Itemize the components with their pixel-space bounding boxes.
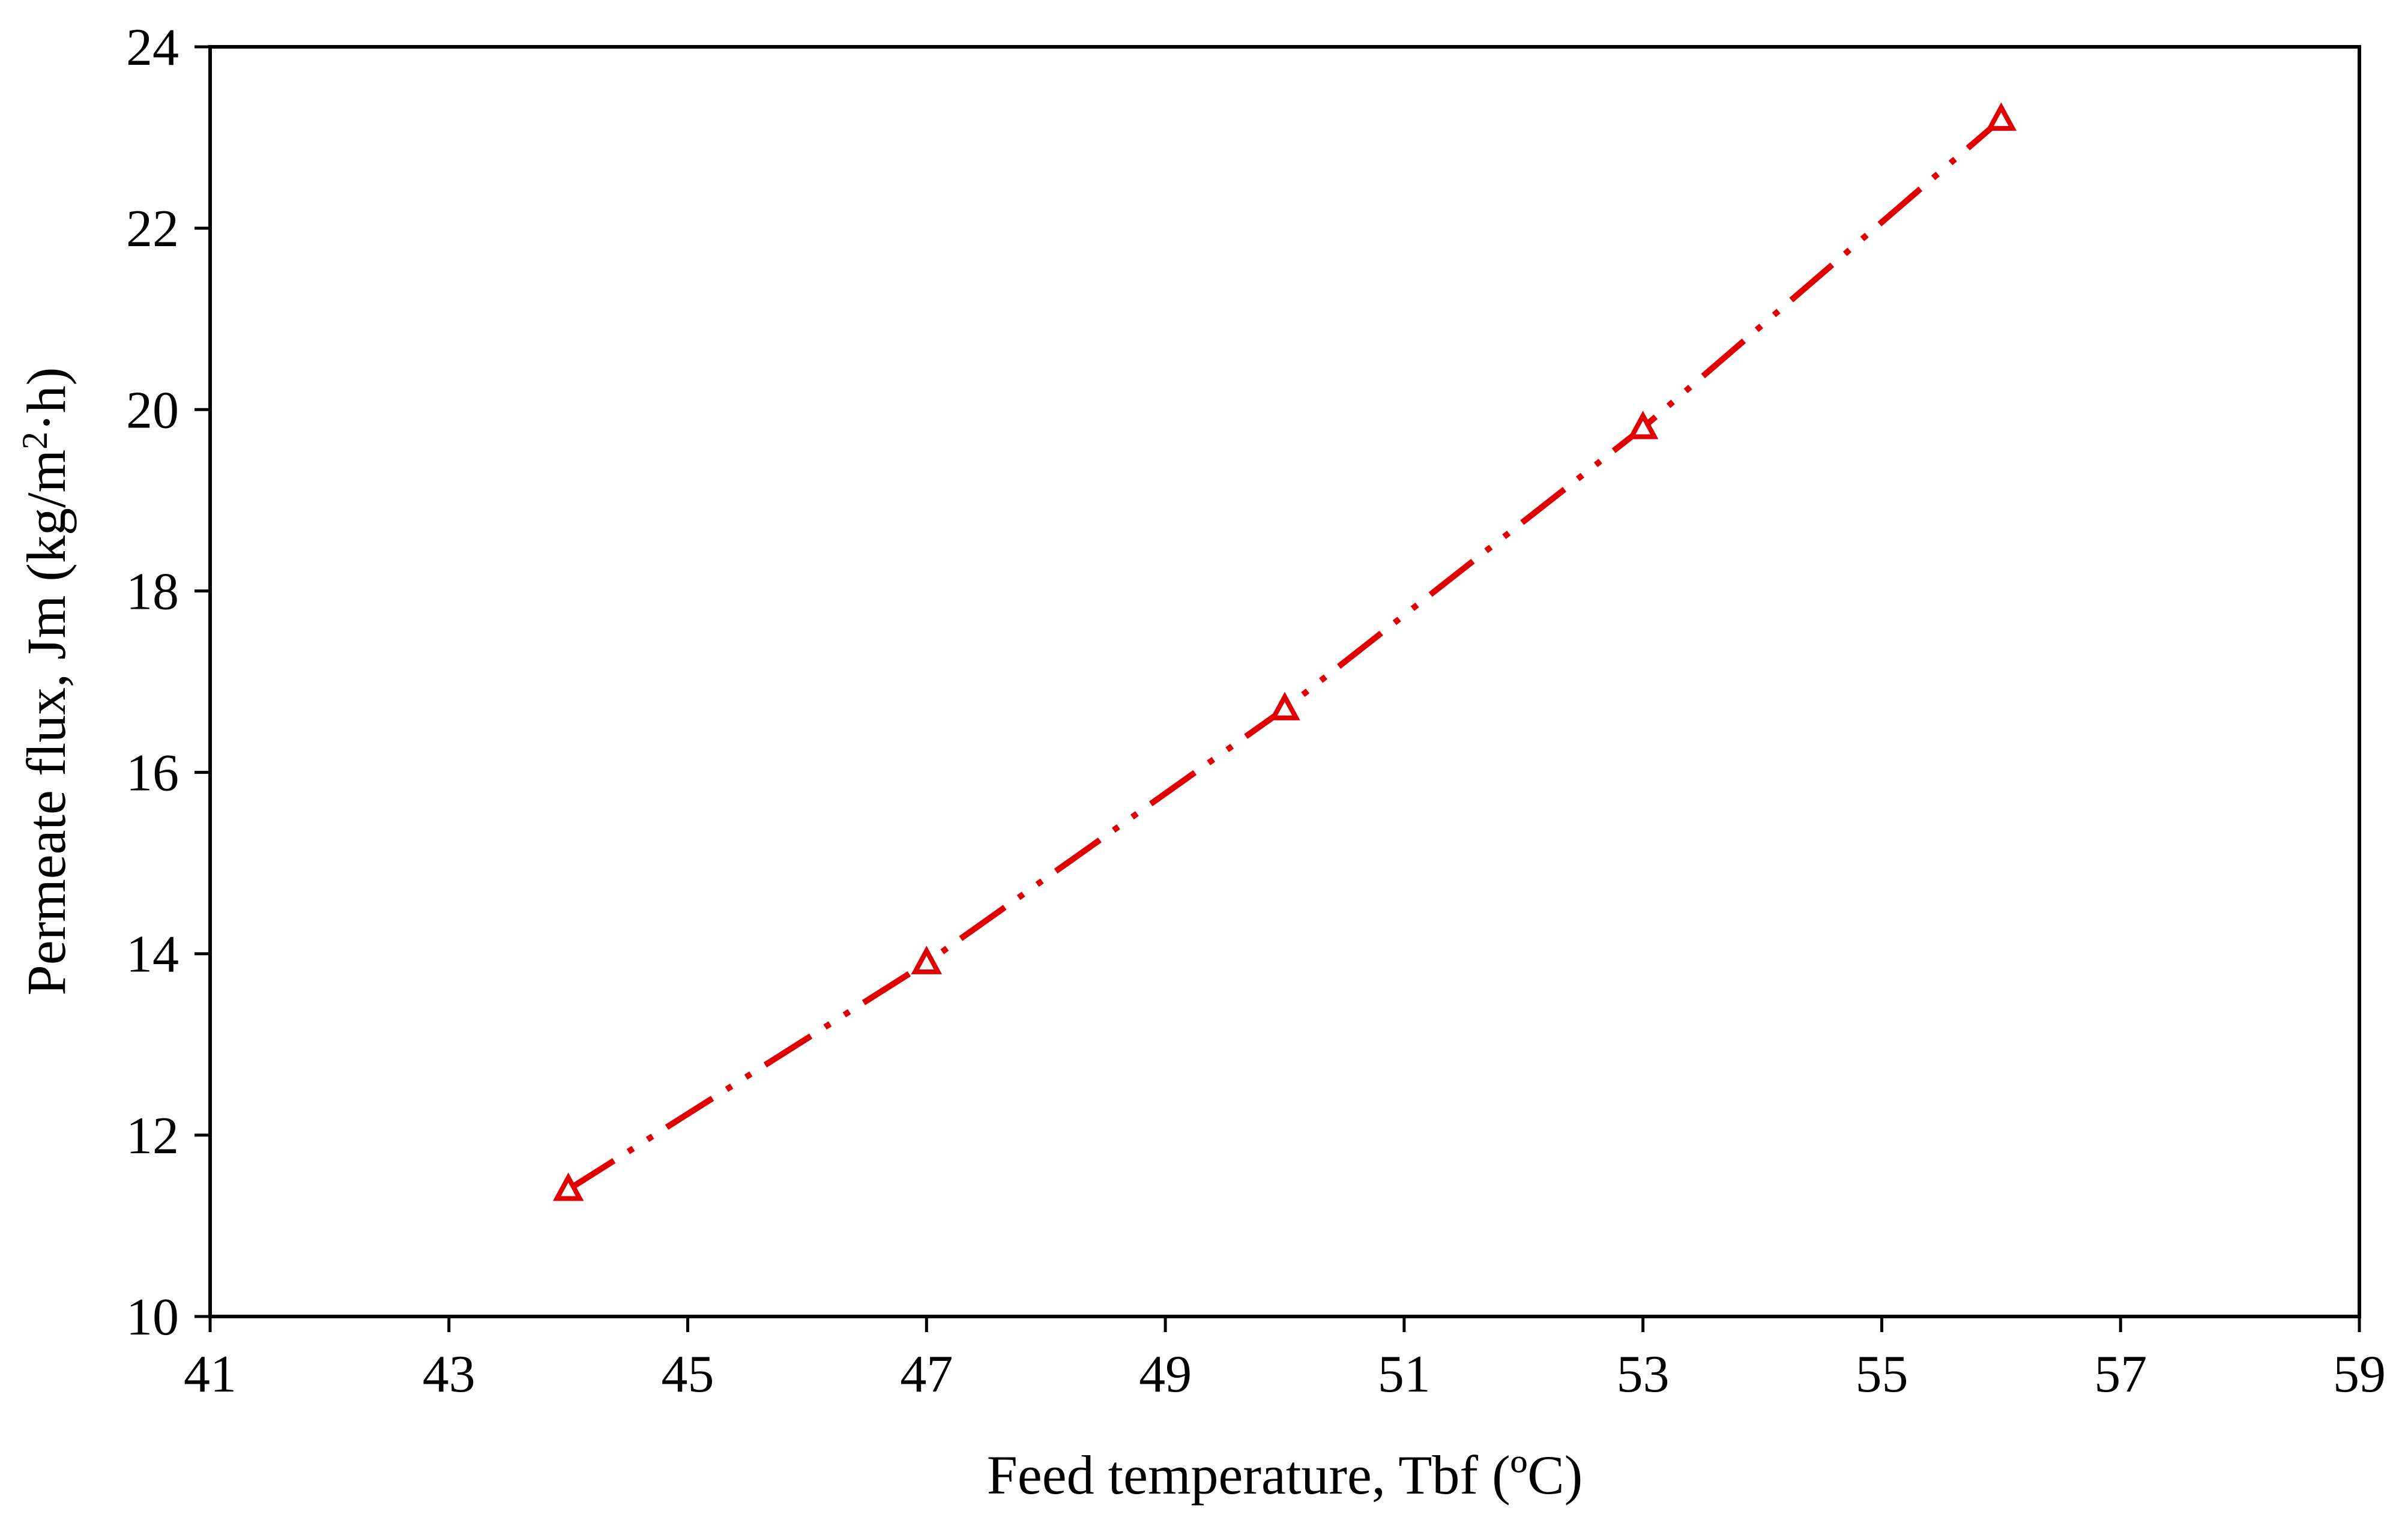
y-tick-label: 20 xyxy=(126,381,179,439)
y-tick-label: 16 xyxy=(126,744,179,803)
series-layer xyxy=(552,102,2017,1201)
x-tick-label: 55 xyxy=(1855,1345,1908,1404)
x-tick-label: 45 xyxy=(662,1345,714,1404)
x-tick-label: 47 xyxy=(900,1345,953,1404)
data-point-marker xyxy=(1627,411,1659,439)
x-tick-label: 41 xyxy=(184,1345,237,1404)
y-axis-ticks: 10 12 14 16 18 20 22 24 xyxy=(126,19,210,1347)
y-tick-label: 12 xyxy=(126,1107,179,1165)
plot-frame xyxy=(208,45,2361,1318)
data-point-marker xyxy=(552,1172,584,1201)
x-axis-ticks: 41 43 45 47 49 51 53 55 57 59 xyxy=(184,1316,2386,1404)
x-axis-title: Feed temperature, Tbf (ºC) xyxy=(987,1444,1583,1506)
data-point-marker xyxy=(911,945,943,974)
y-axis-title-suffix: ·h) xyxy=(16,367,77,432)
data-point-marker xyxy=(1269,692,1300,720)
x-tick-label: 57 xyxy=(2094,1345,2147,1404)
x-tick-label: 49 xyxy=(1139,1345,1192,1404)
x-tick-label: 53 xyxy=(1617,1345,1670,1404)
x-tick-label: 43 xyxy=(423,1345,475,1404)
y-tick-label: 22 xyxy=(126,200,179,258)
y-tick-label: 14 xyxy=(126,926,179,984)
x-tick-label: 51 xyxy=(1378,1345,1431,1404)
y-tick-label: 10 xyxy=(126,1288,179,1347)
series-line xyxy=(566,117,2003,1192)
y-axis-title-superscript: 2 xyxy=(15,432,55,450)
y-axis-title-prefix: Permeate flux, Jm (kg/m xyxy=(16,450,77,996)
x-tick-label: 59 xyxy=(2333,1345,2386,1404)
y-tick-label: 18 xyxy=(126,562,179,621)
y-tick-label: 24 xyxy=(126,19,179,77)
y-axis-title: Permeate flux, Jm (kg/m2·h) xyxy=(15,367,77,996)
data-point-marker xyxy=(1985,102,2017,131)
